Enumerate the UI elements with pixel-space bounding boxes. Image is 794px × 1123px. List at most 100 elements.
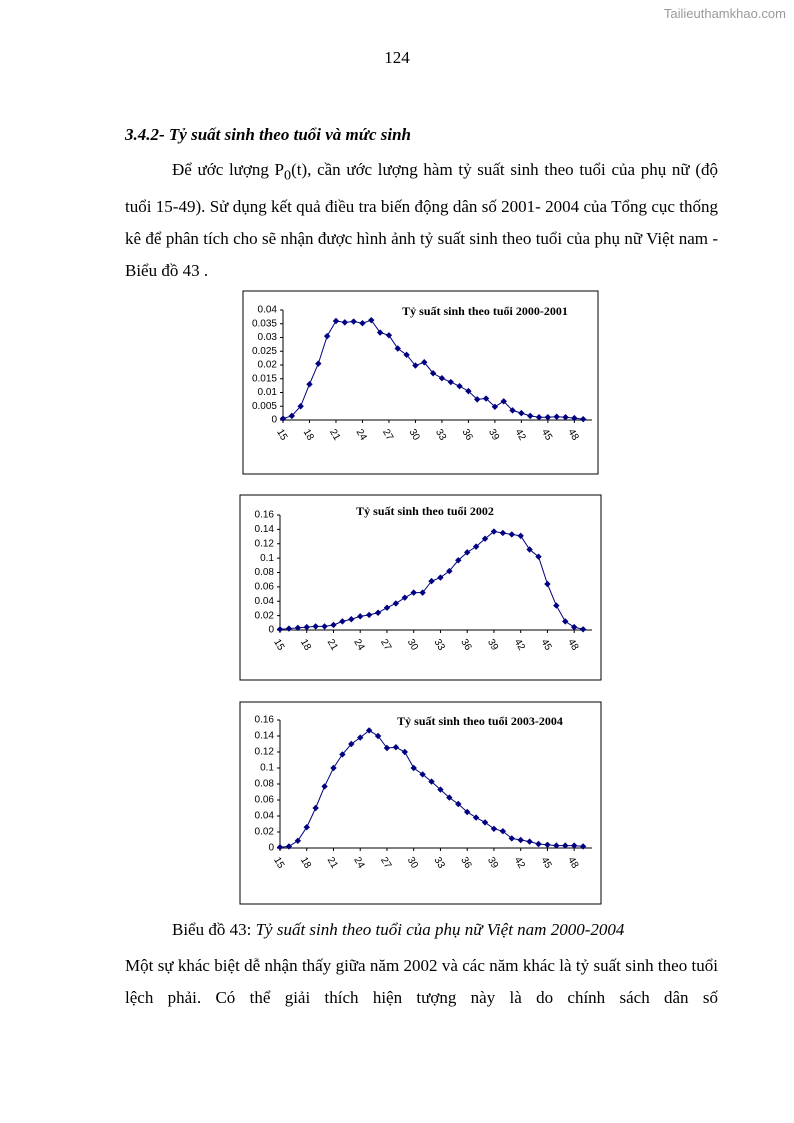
y-tick-label: 0.02: [258, 360, 278, 371]
watermark: Tailieuthamkhao.com: [663, 6, 786, 21]
marker: [410, 764, 417, 772]
paragraph: Một sự khác biệt dễ nhận thấy giữa năm 2…: [125, 956, 718, 1007]
x-tick-label: 45: [539, 637, 554, 653]
marker: [481, 535, 489, 542]
marker: [517, 532, 524, 540]
marker: [330, 621, 337, 629]
x-tick-label: 45: [539, 427, 554, 443]
marker: [491, 403, 499, 410]
marker: [376, 329, 384, 336]
y-tick-label: 0.06: [255, 795, 275, 806]
y-tick-label: 0.01: [258, 387, 278, 398]
y-tick-label: 0.02: [255, 827, 275, 838]
y-tick-label: 0.035: [252, 318, 277, 329]
x-tick-label: 30: [405, 855, 420, 871]
x-tick-label: 30: [405, 637, 420, 653]
marker: [401, 748, 408, 756]
x-tick-label: 27: [378, 637, 393, 653]
x-tick-label: 36: [458, 637, 473, 653]
x-tick-label: 24: [351, 855, 366, 871]
marker: [526, 546, 533, 553]
marker: [392, 600, 400, 607]
x-tick-label: 42: [512, 637, 527, 653]
marker: [464, 549, 471, 556]
marker: [490, 825, 498, 832]
series-line: [279, 729, 584, 848]
chart-frame: [242, 290, 599, 475]
y-tick-label: 0.08: [255, 567, 275, 578]
x-tick-label: 21: [327, 427, 342, 443]
marker: [562, 618, 569, 625]
x-tick-label: 36: [460, 427, 475, 443]
y-tick-label: 0.1: [260, 763, 274, 774]
x-tick-label: 15: [271, 637, 286, 653]
marker: [509, 407, 516, 414]
y-tick-label: 0.03: [258, 332, 278, 343]
subscript: 0: [284, 167, 292, 184]
marker: [330, 764, 337, 772]
marker: [403, 351, 410, 359]
marker: [527, 412, 534, 420]
marker: [323, 332, 331, 340]
marker: [374, 732, 382, 740]
x-tick-label: 33: [432, 637, 447, 653]
marker: [446, 794, 453, 801]
marker: [288, 412, 296, 420]
marker: [339, 751, 346, 758]
marker: [535, 553, 542, 560]
text: Để ước lượng P: [172, 160, 285, 179]
x-tick-label: 21: [325, 855, 340, 871]
marker: [579, 626, 587, 633]
marker: [401, 594, 408, 601]
marker: [368, 316, 375, 324]
page-number: 124: [384, 48, 410, 67]
marker: [526, 838, 533, 845]
x-tick-label: 48: [565, 637, 580, 653]
marker: [332, 317, 340, 325]
x-tick-label: 18: [298, 637, 313, 653]
x-tick-label: 42: [512, 855, 527, 871]
marker: [365, 611, 373, 619]
x-tick-label: 48: [565, 855, 580, 871]
marker: [410, 589, 417, 596]
marker: [553, 602, 560, 609]
marker: [474, 396, 481, 403]
marker: [341, 319, 348, 326]
marker: [321, 783, 328, 790]
marker: [544, 580, 551, 588]
marker: [482, 395, 490, 402]
x-tick-label: 24: [354, 427, 369, 443]
x-tick-label: 27: [378, 855, 393, 871]
y-tick-label: 0.02: [255, 610, 275, 621]
marker: [472, 814, 480, 821]
x-tick-label: 39: [485, 637, 500, 653]
marker: [446, 567, 453, 575]
marker: [535, 840, 542, 848]
marker: [579, 415, 587, 423]
y-tick-label: 0.04: [255, 596, 275, 607]
x-tick-label: 45: [539, 855, 554, 871]
marker: [285, 843, 293, 850]
marker: [365, 727, 373, 734]
marker: [312, 804, 319, 812]
chart-frame: [239, 701, 602, 905]
caption-text: Tỷ suất sinh theo tuổi của phụ nữ Việt n…: [255, 920, 625, 939]
chart-frame: [239, 494, 602, 681]
marker: [570, 623, 578, 631]
marker: [508, 531, 515, 538]
y-tick-label: 0.025: [252, 346, 277, 357]
x-tick-label: 15: [271, 855, 286, 871]
marker: [394, 345, 401, 352]
marker: [321, 623, 328, 630]
y-tick-label: 0.04: [258, 305, 278, 316]
marker: [500, 398, 507, 405]
marker: [517, 836, 524, 844]
y-tick-label: 0.06: [255, 582, 275, 593]
y-tick-label: 0.16: [255, 510, 275, 521]
marker: [297, 403, 304, 410]
marker: [481, 819, 489, 826]
marker: [306, 381, 313, 388]
marker: [276, 844, 284, 851]
x-tick-label: 39: [485, 855, 500, 871]
